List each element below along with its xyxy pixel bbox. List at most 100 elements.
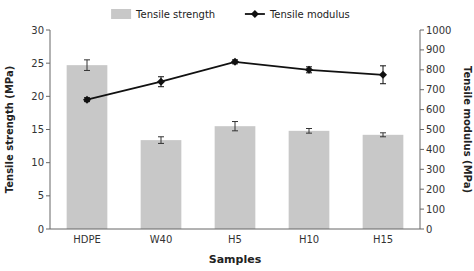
y2-tick bbox=[420, 169, 424, 170]
error-cap bbox=[84, 101, 90, 102]
y-tick bbox=[46, 162, 50, 163]
error-cap bbox=[306, 72, 312, 73]
y2-tick bbox=[420, 209, 424, 210]
y2-tick-label: 0 bbox=[426, 224, 432, 235]
marker bbox=[157, 78, 165, 86]
y-tick-label: 5 bbox=[38, 190, 44, 201]
y2-tick-label: 500 bbox=[426, 124, 445, 135]
y2-tick-label: 1000 bbox=[426, 25, 451, 36]
legend: Tensile strength Tensile modulus bbox=[111, 9, 350, 20]
error-cap bbox=[380, 83, 386, 84]
error-stem bbox=[235, 60, 236, 64]
error-cap bbox=[380, 65, 386, 66]
y-tick-label: 15 bbox=[31, 124, 44, 135]
error-cap bbox=[232, 121, 238, 122]
x-tick-label: W40 bbox=[150, 234, 173, 245]
plot-area bbox=[67, 58, 404, 229]
error-stem bbox=[383, 133, 384, 137]
error-bar bbox=[380, 66, 386, 84]
marker bbox=[305, 66, 313, 74]
y2-tick bbox=[420, 49, 424, 50]
x-tick-label: H5 bbox=[228, 234, 242, 245]
error-cap bbox=[232, 63, 238, 64]
y2-tick bbox=[420, 109, 424, 110]
y2-axis-line bbox=[420, 30, 421, 229]
y-tick bbox=[46, 129, 50, 130]
error-cap bbox=[380, 132, 386, 133]
error-bar bbox=[306, 129, 312, 134]
y-tick bbox=[46, 195, 50, 196]
x-axis-line bbox=[50, 229, 420, 230]
line bbox=[87, 62, 383, 100]
error-cap bbox=[84, 59, 90, 60]
error-stem bbox=[161, 77, 162, 87]
y2-tick bbox=[420, 69, 424, 70]
y2-tick-label: 100 bbox=[426, 204, 445, 215]
error-bar bbox=[158, 77, 164, 87]
marker bbox=[231, 58, 239, 66]
legend-marker bbox=[251, 10, 259, 18]
y-tick bbox=[46, 229, 50, 230]
y2-tick bbox=[420, 229, 424, 230]
x-tick-label: H15 bbox=[373, 234, 393, 245]
error-cap bbox=[232, 59, 238, 60]
y2-tick-label: 900 bbox=[426, 44, 445, 55]
error-bar bbox=[306, 67, 312, 73]
y-tick bbox=[46, 30, 50, 31]
y2-tick-label: 300 bbox=[426, 164, 445, 175]
x-tick-label: HDPE bbox=[73, 234, 101, 245]
error-cap bbox=[306, 66, 312, 67]
error-cap bbox=[306, 128, 312, 129]
y2-tick bbox=[420, 89, 424, 90]
y2-tick-label: 800 bbox=[426, 64, 445, 75]
error-cap bbox=[306, 133, 312, 134]
error-stem bbox=[383, 66, 384, 84]
y-axis-label: Tensile strength (MPa) bbox=[4, 66, 15, 193]
y2-tick-label: 600 bbox=[426, 104, 445, 115]
y-tick-label: 25 bbox=[31, 58, 44, 69]
y-tick-label: 20 bbox=[31, 91, 44, 102]
legend-label: Tensile modulus bbox=[269, 9, 350, 20]
y-tick-label: 0 bbox=[38, 224, 44, 235]
y-tick-label: 30 bbox=[31, 25, 44, 36]
error-stem bbox=[235, 122, 236, 131]
error-cap bbox=[158, 136, 164, 137]
error-cap bbox=[232, 130, 238, 131]
bar bbox=[67, 65, 108, 229]
bar bbox=[363, 135, 404, 229]
error-bar bbox=[232, 60, 238, 64]
legend-label: Tensile strength bbox=[135, 9, 215, 20]
chart: 0510152025300100200300400500600700800900… bbox=[0, 0, 474, 271]
error-cap bbox=[84, 97, 90, 98]
bar bbox=[215, 126, 256, 229]
error-cap bbox=[158, 143, 164, 144]
error-cap bbox=[84, 70, 90, 71]
y2-tick-label: 700 bbox=[426, 84, 445, 95]
y-axis-line bbox=[50, 30, 51, 229]
legend-swatch bbox=[111, 9, 131, 19]
error-stem bbox=[309, 67, 310, 73]
y2-tick bbox=[420, 149, 424, 150]
error-stem bbox=[309, 129, 310, 134]
x-tick-label: H10 bbox=[299, 234, 319, 245]
error-cap bbox=[158, 76, 164, 77]
error-stem bbox=[87, 60, 88, 71]
y2-tick bbox=[420, 189, 424, 190]
y2-tick-label: 400 bbox=[426, 144, 445, 155]
y-tick bbox=[46, 96, 50, 97]
error-cap bbox=[158, 86, 164, 87]
x-axis-label: Samples bbox=[209, 253, 262, 266]
error-stem bbox=[161, 137, 162, 144]
error-bar bbox=[84, 98, 90, 102]
error-stem bbox=[87, 98, 88, 102]
bar bbox=[141, 140, 182, 229]
y2-tick-label: 200 bbox=[426, 184, 445, 195]
y2-tick bbox=[420, 129, 424, 130]
y-tick bbox=[46, 63, 50, 64]
error-cap bbox=[380, 136, 386, 137]
error-bar bbox=[158, 137, 164, 144]
y2-tick bbox=[420, 30, 424, 31]
marker bbox=[83, 96, 91, 104]
error-bar bbox=[380, 133, 386, 137]
error-bar bbox=[232, 122, 238, 131]
